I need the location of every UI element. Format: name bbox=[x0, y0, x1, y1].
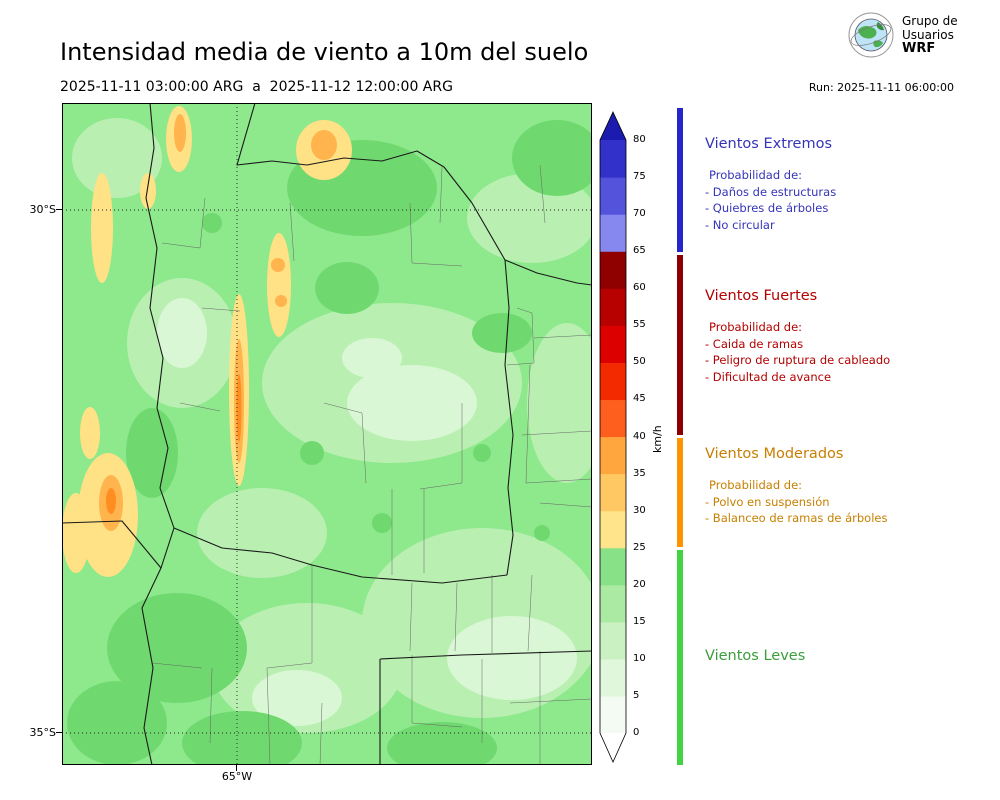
colorbar-tick: 45 bbox=[633, 393, 646, 405]
globe-icon bbox=[848, 12, 894, 58]
legend-title: Vientos Leves bbox=[705, 648, 806, 664]
colorbar-tick: 60 bbox=[633, 282, 646, 294]
colorbar-tick: 35 bbox=[633, 467, 646, 479]
colorbar-outline bbox=[599, 111, 627, 763]
colorbar-ticks: 80 75 70 65 60 55 50 45 40 35 30 25 20 15 10 5 0 bbox=[633, 105, 663, 785]
axis-tick bbox=[56, 732, 62, 733]
legend-item: - Dificultad de avance bbox=[705, 369, 832, 384]
wind-map bbox=[61, 102, 607, 775]
colorbar-segment bbox=[600, 214, 626, 252]
colorbar-segment bbox=[600, 658, 626, 697]
colorbar-tick: 50 bbox=[633, 356, 646, 368]
colorbar-segment bbox=[600, 288, 626, 326]
colorbar-tick: 20 bbox=[633, 578, 646, 590]
colorbar-segment bbox=[600, 584, 626, 623]
legend-item: - Polvo en suspensión bbox=[705, 494, 830, 509]
legend-section-extremos: Vientos Extremos Probabilidad de: - Daño… bbox=[705, 136, 990, 233]
page-title: Intensidad media de viento a 10m del sue… bbox=[60, 38, 589, 67]
strongest-wind-layer bbox=[106, 374, 242, 514]
colorbar-segment bbox=[600, 621, 626, 660]
category-bar-extremos bbox=[677, 108, 683, 252]
colorbar-tick: 65 bbox=[633, 245, 646, 257]
legend-section-moderados: Vientos Moderados Probabilidad de: - Pol… bbox=[705, 446, 990, 527]
colorbar-segment bbox=[600, 547, 626, 586]
colorbar-tick: 0 bbox=[633, 727, 640, 738]
date-range: 2025-11-11 03:00:00 ARG a 2025-11-12 12:… bbox=[60, 79, 453, 95]
colorbar-segment bbox=[600, 177, 626, 215]
logo-line-3: WRF bbox=[902, 41, 936, 56]
lon-tick-65w: 65°W bbox=[221, 770, 253, 783]
colorbar bbox=[599, 111, 627, 763]
colorbar-over-arrow bbox=[600, 112, 626, 140]
wrf-logo: Grupo de Usuarios WRF bbox=[848, 12, 958, 58]
colorbar-under-arrow bbox=[600, 733, 626, 762]
axis-tick bbox=[56, 209, 62, 210]
colorbar-segment bbox=[600, 510, 626, 549]
legend-section-leves: Vientos Leves bbox=[705, 648, 990, 664]
colorbar-segment bbox=[600, 362, 626, 401]
colorbar-segment bbox=[600, 436, 626, 475]
colorbar-segment bbox=[600, 251, 626, 289]
colorbar-segment bbox=[600, 399, 626, 438]
legend-item: Probabilidad de: bbox=[709, 168, 803, 182]
colorbar-tick: 75 bbox=[633, 171, 646, 183]
colorbar-tick: 5 bbox=[633, 689, 640, 701]
axis-tick bbox=[236, 765, 237, 771]
category-bar-moderados bbox=[677, 438, 683, 547]
legend-item: - Peligro de ruptura de cableado bbox=[705, 353, 891, 367]
lat-tick-30s: 30°S bbox=[29, 203, 56, 216]
legend-item: Probabilidad de: bbox=[709, 478, 803, 492]
grid-lines bbox=[62, 103, 592, 765]
colorbar-tick: 25 bbox=[633, 541, 646, 553]
legend-section-fuertes: Vientos Fuertes Probabilidad de: - Caida… bbox=[705, 288, 990, 385]
legend-item: - No circular bbox=[705, 217, 775, 232]
lightest-wind-layer bbox=[157, 298, 577, 726]
legend-item: - Daños de estructuras bbox=[705, 184, 837, 199]
logo-text: Grupo de Usuarios WRF bbox=[902, 14, 958, 56]
wind-map-canvas bbox=[61, 102, 607, 775]
run-label: Run: 2025-11-11 06:00:00 bbox=[808, 81, 954, 94]
colorbar-segment bbox=[600, 325, 626, 363]
colorbar-tick: 30 bbox=[633, 504, 646, 516]
colorbar-segment bbox=[600, 695, 626, 734]
colorbar-tick: 80 bbox=[633, 134, 646, 145]
legend-item: - Quiebres de árboles bbox=[705, 201, 829, 215]
map-border bbox=[62, 103, 592, 765]
colorbar-tick: 55 bbox=[633, 319, 646, 331]
legend-item: - Caida de ramas bbox=[705, 336, 804, 351]
logo-line-2: Usuarios bbox=[902, 28, 954, 42]
category-bar-leves bbox=[677, 550, 683, 765]
lat-tick-35s: 35°S bbox=[29, 726, 56, 739]
department-borders bbox=[151, 164, 593, 766]
legend-item: Probabilidad de: bbox=[709, 320, 803, 334]
colorbar-tick: 70 bbox=[633, 208, 646, 220]
category-bar-fuertes bbox=[677, 255, 683, 435]
colorbar-tick: 15 bbox=[633, 615, 646, 627]
province-borders bbox=[61, 102, 593, 766]
legend-item: - Balanceo de ramas de árboles bbox=[705, 511, 888, 525]
colorbar-tick: 40 bbox=[633, 430, 646, 442]
legend-title: Vientos Extremos bbox=[705, 136, 833, 152]
colorbar-segment bbox=[600, 140, 626, 178]
legend-title: Vientos Fuertes bbox=[705, 288, 818, 304]
colorbar-unit: km/h bbox=[651, 425, 664, 453]
legend-title: Vientos Moderados bbox=[705, 446, 844, 462]
colorbar-segment bbox=[600, 473, 626, 512]
colorbar-tick: 10 bbox=[633, 652, 646, 664]
logo-line-1: Grupo de bbox=[902, 14, 958, 28]
